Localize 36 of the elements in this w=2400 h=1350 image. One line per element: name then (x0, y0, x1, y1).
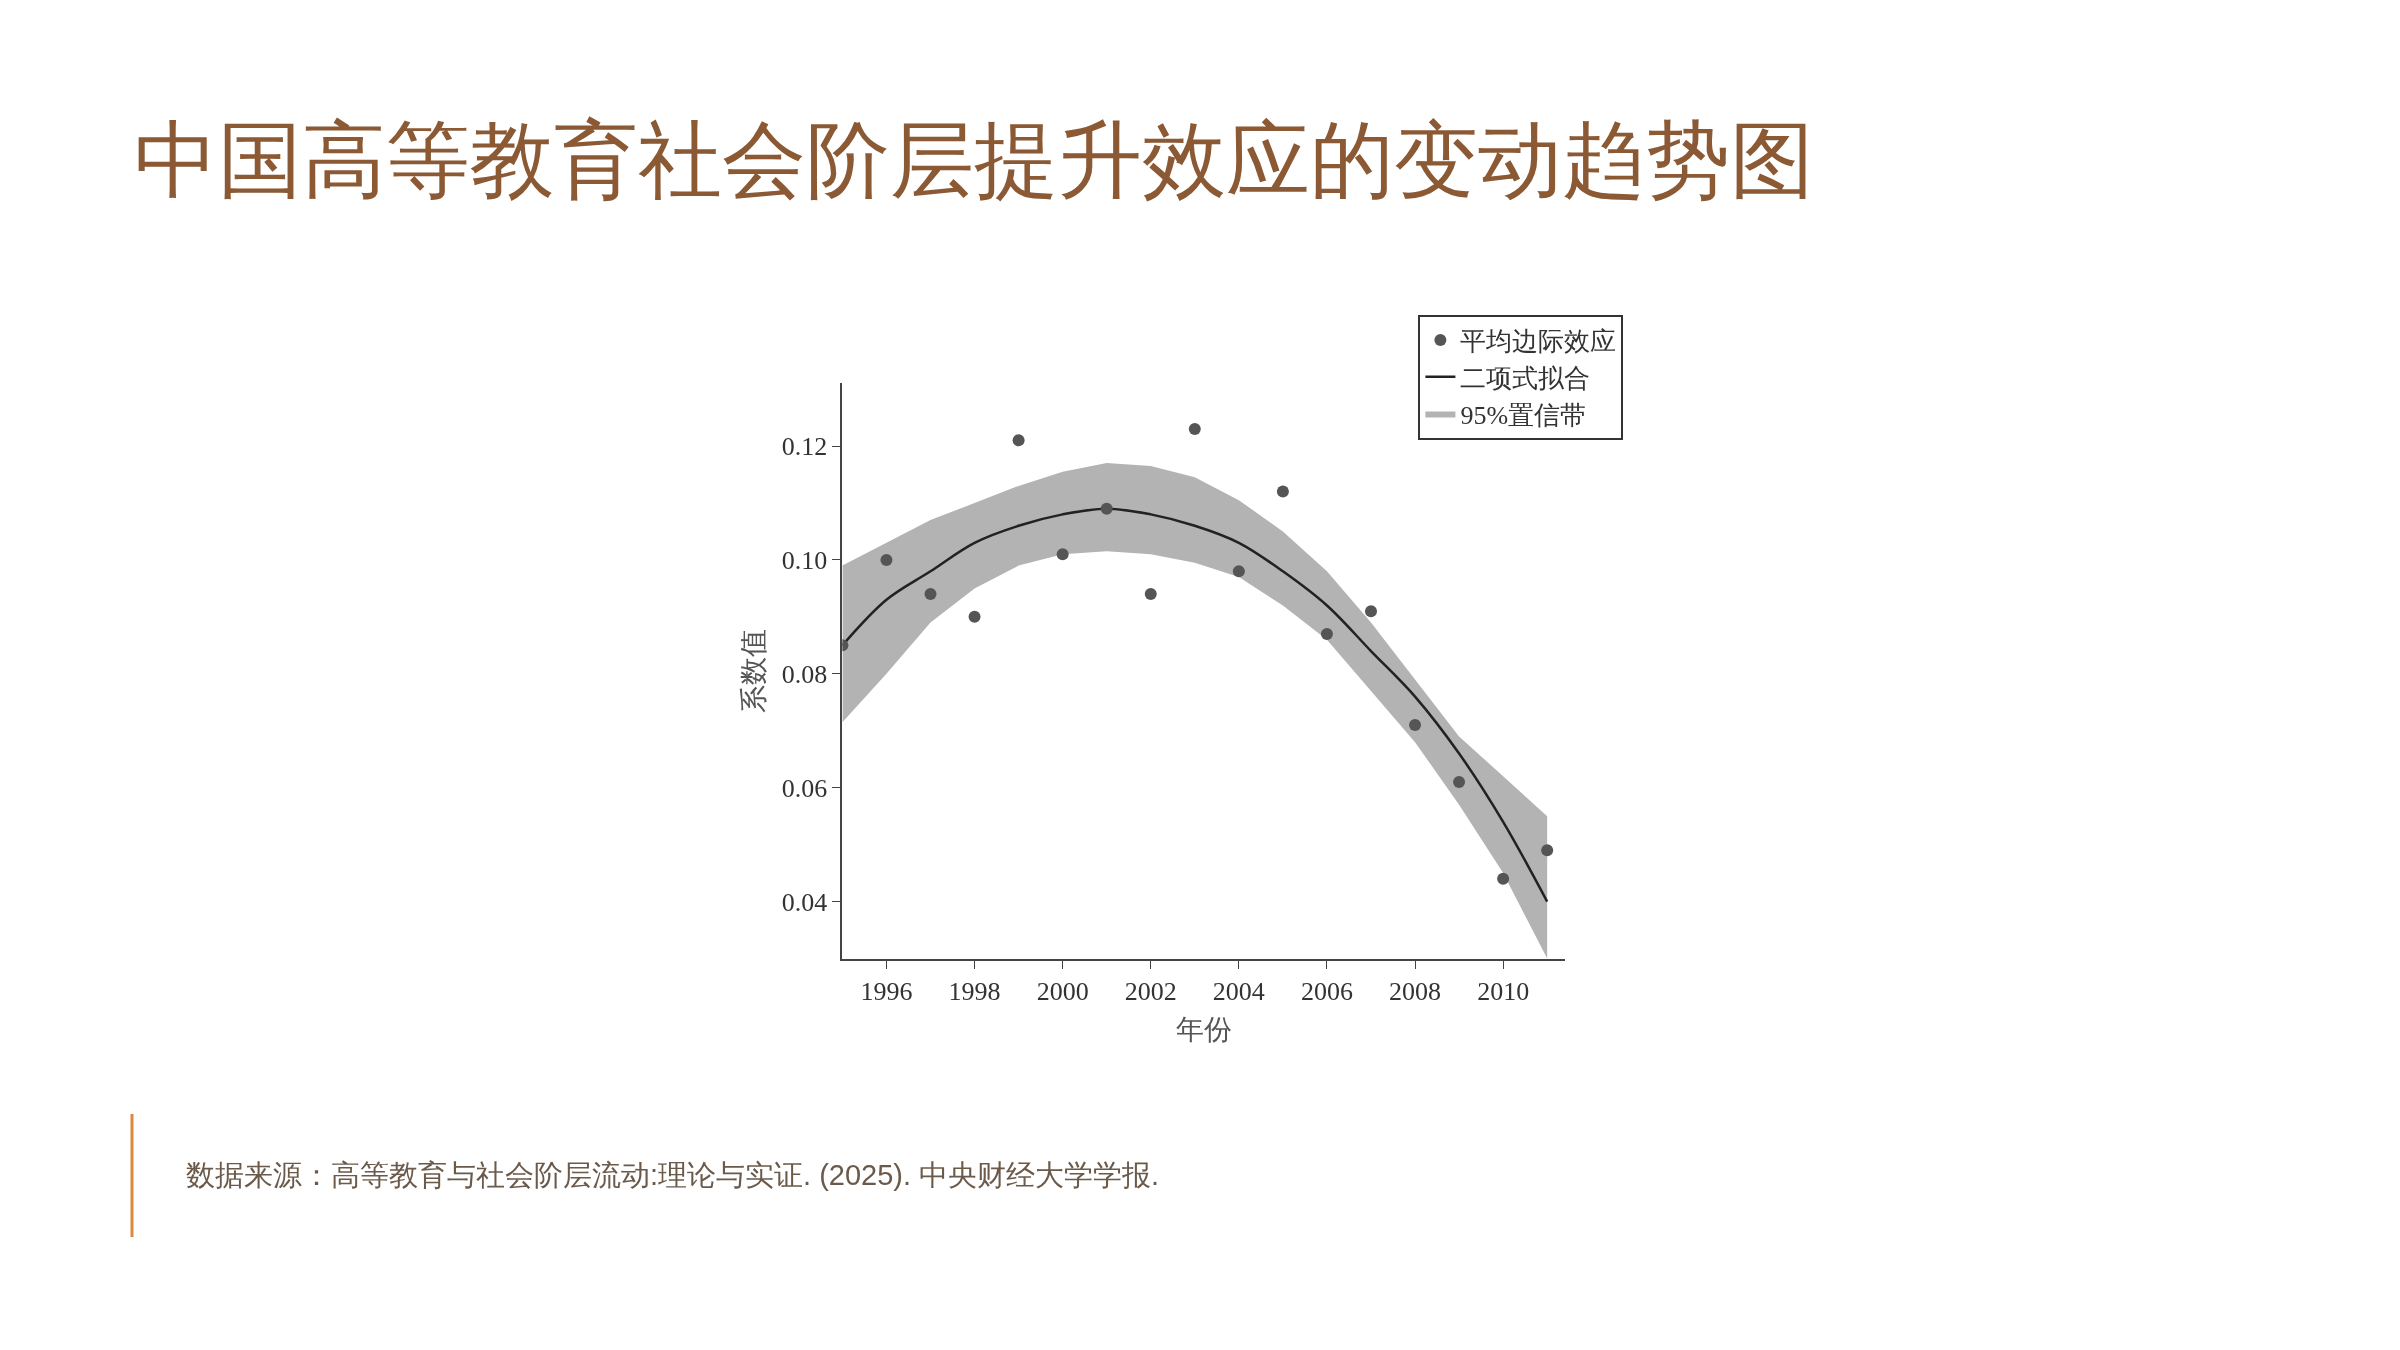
point (1453, 775, 1466, 788)
legend-label: 平均边际效应 (1460, 327, 1617, 357)
x-tick-label: 1998 (948, 976, 1001, 1006)
x-tick-label: 2004 (1212, 976, 1265, 1006)
point (1056, 548, 1069, 561)
x-tick-label: 2002 (1124, 976, 1177, 1006)
point (1497, 872, 1510, 885)
legend-label: 二项式拟合 (1460, 363, 1591, 393)
x-tick-label: 2000 (1036, 976, 1089, 1006)
point (880, 553, 893, 566)
y-tick-label: 0.12 (781, 432, 828, 462)
x-tick-label: 2008 (1389, 976, 1442, 1006)
point (1541, 844, 1554, 857)
y-tick-label: 0.10 (781, 546, 828, 576)
y-axis-title: 系数值 (737, 628, 769, 713)
point (968, 610, 981, 623)
point (1320, 627, 1333, 640)
point (1188, 422, 1201, 435)
point (924, 588, 937, 601)
x-tick-label: 1996 (860, 976, 913, 1006)
point (1144, 588, 1157, 601)
y-tick-label: 0.06 (781, 773, 828, 803)
legend-label: 95%置信带 (1460, 400, 1587, 430)
x-tick-label: 2010 (1477, 976, 1530, 1006)
point (1276, 485, 1289, 498)
point (1012, 434, 1025, 447)
source-note: 数据来源：高等教育与社会阶层流动:理论与实证. (2025). 中央财经大学学报. (186, 1159, 1160, 1191)
point (1100, 502, 1113, 515)
y-tick-label: 0.08 (781, 659, 828, 689)
x-axis-title: 年份 (1175, 1014, 1232, 1046)
point (1365, 605, 1377, 618)
point (1232, 565, 1245, 578)
x-tick-label: 2006 (1300, 976, 1353, 1006)
point (1409, 719, 1422, 732)
chart-title: 中国高等教育社会阶层提升效应的变动趋势图 (134, 113, 1815, 208)
y-tick-label: 0.04 (781, 887, 828, 917)
